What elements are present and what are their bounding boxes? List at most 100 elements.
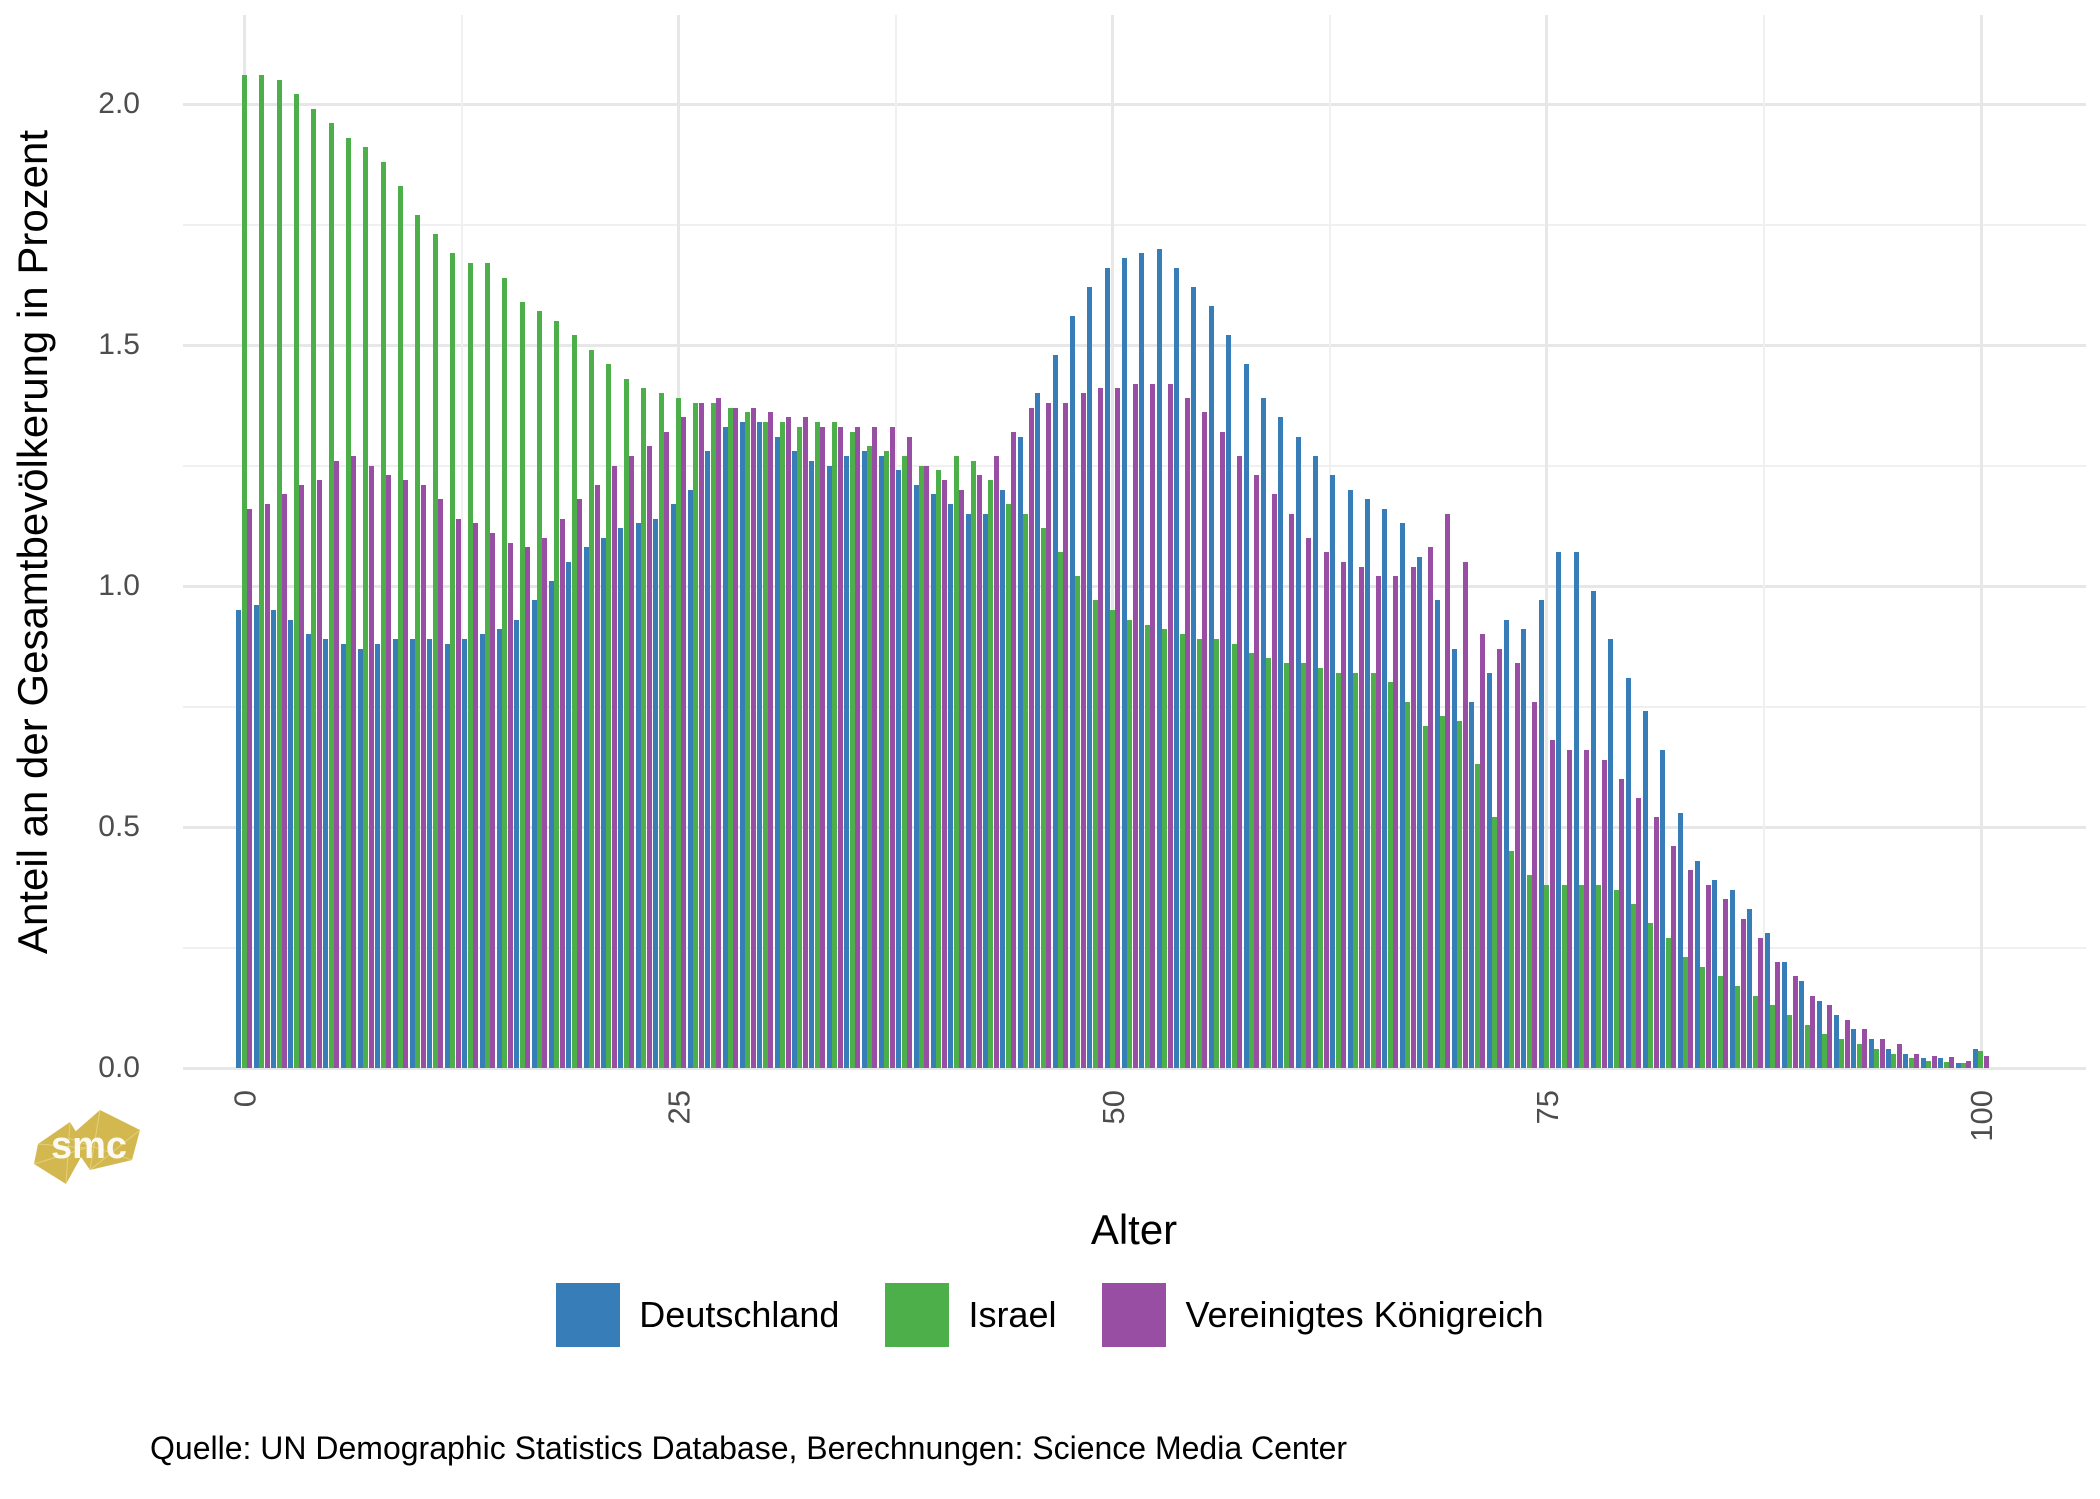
bar-israel-age-0 [241, 75, 247, 1068]
legend-label-uk: Vereinigtes Königreich [1185, 1294, 1544, 1335]
bar-deutschland-age-61 [1295, 436, 1301, 1068]
bar-uk-age-72 [1497, 648, 1503, 1068]
bar-israel-age-81 [1648, 923, 1654, 1068]
bar-deutschland-age-51 [1122, 258, 1127, 1068]
bar-uk-age-11 [438, 499, 444, 1068]
bar-uk-age-5 [334, 460, 340, 1068]
bar-deutschland-age-52 [1139, 253, 1145, 1068]
bar-deutschland-age-80 [1625, 677, 1631, 1068]
bar-israel-age-33 [814, 422, 820, 1068]
gridline-v-minor [1762, 15, 1765, 1068]
bar-deutschland-age-16 [514, 619, 520, 1068]
bar-uk-age-33 [820, 426, 826, 1068]
bar-deutschland-age-42 [965, 513, 971, 1068]
gridline-v-minor [894, 15, 897, 1068]
bar-deutschland-age-83 [1677, 812, 1683, 1068]
bar-israel-age-85 [1717, 976, 1723, 1068]
x-tick-label-100: 100 [1964, 1090, 1999, 1142]
bar-israel-age-64 [1353, 672, 1359, 1068]
bar-israel-age-73 [1509, 851, 1515, 1068]
bar-deutschland-age-32 [792, 451, 798, 1068]
bar-uk-age-7 [368, 465, 374, 1068]
bar-deutschland-age-100 [1972, 1048, 1978, 1068]
bar-uk-age-66 [1393, 576, 1399, 1068]
bar-uk-age-22 [629, 455, 635, 1068]
bar-uk-age-4 [316, 479, 322, 1068]
bar-uk-age-8 [386, 475, 392, 1068]
bar-deutschland-age-35 [844, 455, 850, 1068]
bar-israel-age-68 [1422, 725, 1428, 1068]
bar-israel-age-91 [1822, 1034, 1827, 1068]
bar-israel-age-43 [988, 479, 994, 1068]
bar-israel-age-4 [311, 108, 317, 1068]
bar-israel-age-79 [1613, 889, 1619, 1068]
bar-uk-age-20 [594, 484, 600, 1068]
y-tick-label-1.0: 1.0 [98, 569, 140, 602]
bar-deutschland-age-58 [1243, 364, 1249, 1068]
bar-israel-age-99 [1960, 1063, 1966, 1068]
bar-uk-age-32 [802, 417, 808, 1068]
bar-deutschland-age-1 [253, 605, 259, 1068]
bar-israel-age-10 [415, 214, 421, 1068]
bar-uk-age-36 [872, 426, 878, 1068]
bar-deutschland-age-81 [1642, 711, 1648, 1068]
bar-deutschland-age-36 [861, 451, 867, 1068]
gridline-h-major [183, 343, 2086, 347]
bar-deutschland-age-86 [1729, 889, 1735, 1068]
bar-uk-age-23 [646, 446, 652, 1068]
bar-uk-age-95 [1896, 1043, 1902, 1068]
bar-uk-age-40 [941, 479, 947, 1068]
bar-uk-age-6 [351, 455, 357, 1068]
bar-israel-age-36 [866, 446, 872, 1068]
y-tick-label-0.5: 0.5 [98, 810, 140, 843]
bar-israel-age-67 [1405, 701, 1411, 1068]
bar-uk-age-46 [1045, 402, 1051, 1068]
bar-israel-age-45 [1023, 513, 1029, 1068]
bar-uk-age-30 [768, 412, 774, 1068]
x-tick-label-0: 0 [228, 1090, 263, 1107]
bar-deutschland-age-0 [236, 610, 242, 1068]
bar-uk-age-15 [507, 542, 513, 1068]
bar-israel-age-82 [1665, 937, 1671, 1068]
bar-israel-age-70 [1457, 720, 1463, 1068]
bar-uk-age-60 [1289, 513, 1295, 1068]
bar-deutschland-age-49 [1087, 287, 1093, 1068]
bar-uk-age-48 [1080, 393, 1086, 1068]
bar-uk-age-16 [525, 547, 531, 1068]
bar-deutschland-age-76 [1556, 552, 1562, 1068]
gridline-v-major [1979, 15, 1983, 1068]
bar-deutschland-age-96 [1903, 1053, 1909, 1068]
bar-uk-age-35 [854, 426, 860, 1068]
bar-uk-age-17 [542, 537, 548, 1068]
bar-deutschland-age-18 [548, 581, 554, 1068]
bar-deutschland-age-48 [1069, 316, 1075, 1068]
bar-uk-age-57 [1237, 455, 1242, 1068]
bar-uk-age-74 [1532, 701, 1538, 1068]
bar-deutschland-age-69 [1434, 600, 1440, 1068]
bar-deutschland-age-40 [931, 494, 936, 1068]
bar-deutschland-age-75 [1538, 600, 1544, 1068]
bar-israel-age-38 [901, 455, 907, 1068]
bar-israel-age-80 [1631, 904, 1636, 1068]
legend-swatch-uk [1102, 1283, 1167, 1347]
bar-deutschland-age-38 [896, 470, 902, 1068]
bar-deutschland-age-7 [357, 648, 363, 1068]
bar-deutschland-age-79 [1608, 639, 1614, 1068]
bar-uk-age-51 [1132, 383, 1138, 1068]
bar-deutschland-age-91 [1816, 1000, 1822, 1068]
bar-uk-age-56 [1219, 431, 1225, 1068]
bar-israel-age-55 [1196, 639, 1202, 1068]
bar-uk-age-67 [1410, 566, 1416, 1068]
bar-uk-age-58 [1254, 475, 1260, 1068]
bar-uk-age-19 [577, 499, 583, 1068]
bar-uk-age-42 [976, 475, 982, 1068]
bar-deutschland-age-29 [739, 422, 745, 1068]
bar-uk-age-34 [837, 426, 843, 1068]
bar-israel-age-59 [1266, 658, 1272, 1068]
bar-deutschland-age-89 [1781, 961, 1787, 1068]
bar-uk-age-65 [1375, 576, 1381, 1068]
smc-logo: smc [33, 1109, 141, 1185]
bar-israel-age-48 [1075, 576, 1081, 1068]
bar-israel-age-90 [1804, 1024, 1810, 1068]
bar-deutschland-age-98 [1938, 1058, 1944, 1068]
